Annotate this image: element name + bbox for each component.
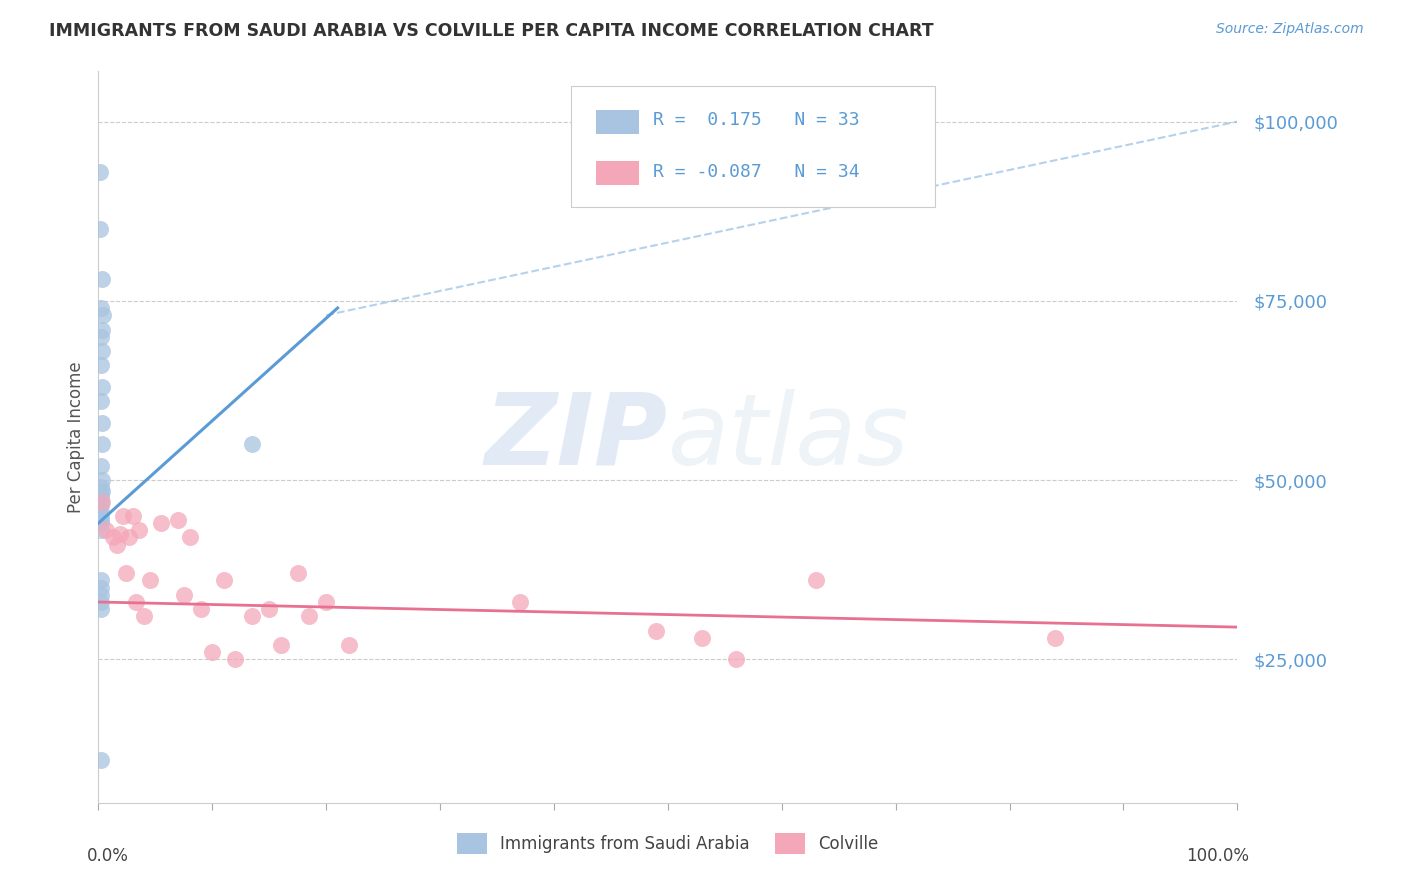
Point	[179, 531, 201, 545]
Point	[90, 491, 112, 505]
Point	[804, 574, 827, 588]
Point	[167, 512, 190, 526]
Point	[90, 301, 112, 315]
Text: atlas: atlas	[668, 389, 910, 485]
Point	[240, 609, 263, 624]
Point	[287, 566, 309, 581]
Point	[725, 652, 748, 666]
Point	[89, 165, 111, 179]
Text: Source: ZipAtlas.com: Source: ZipAtlas.com	[1216, 22, 1364, 37]
Point	[90, 483, 112, 498]
Point	[224, 652, 246, 666]
Point	[90, 473, 112, 487]
Point	[90, 272, 112, 286]
Point	[112, 508, 135, 523]
Point	[1043, 631, 1066, 645]
Point	[90, 380, 112, 394]
Point	[90, 359, 112, 373]
Point	[108, 527, 131, 541]
Point	[90, 487, 112, 501]
Text: R =  0.175   N = 33: R = 0.175 N = 33	[652, 111, 859, 128]
Point	[91, 308, 114, 322]
Point	[121, 508, 143, 523]
Point	[118, 531, 141, 545]
Point	[150, 516, 173, 530]
Point	[315, 595, 337, 609]
Point	[125, 595, 148, 609]
Text: IMMIGRANTS FROM SAUDI ARABIA VS COLVILLE PER CAPITA INCOME CORRELATION CHART: IMMIGRANTS FROM SAUDI ARABIA VS COLVILLE…	[49, 22, 934, 40]
FancyBboxPatch shape	[571, 86, 935, 207]
Point	[509, 595, 531, 609]
Point	[138, 574, 160, 588]
Point	[132, 609, 155, 624]
Point	[90, 437, 112, 451]
Point	[90, 480, 112, 494]
Point	[90, 508, 112, 523]
Text: 0.0%: 0.0%	[87, 847, 129, 864]
Point	[90, 322, 112, 336]
Point	[90, 329, 112, 343]
Point	[114, 566, 136, 581]
Point	[90, 344, 112, 359]
Point	[90, 416, 112, 430]
Point	[90, 394, 112, 409]
FancyBboxPatch shape	[596, 161, 640, 185]
Point	[90, 458, 112, 473]
Point	[90, 753, 112, 767]
Legend: Immigrants from Saudi Arabia, Colville: Immigrants from Saudi Arabia, Colville	[450, 827, 886, 860]
Point	[337, 638, 360, 652]
Point	[645, 624, 668, 638]
Point	[173, 588, 195, 602]
Point	[90, 574, 112, 588]
Point	[90, 588, 112, 602]
Point	[690, 631, 713, 645]
Point	[259, 602, 281, 616]
Point	[201, 645, 224, 659]
Point	[103, 531, 125, 545]
Point	[240, 437, 263, 451]
Point	[89, 222, 111, 236]
Point	[90, 512, 112, 526]
Point	[90, 498, 112, 512]
Point	[128, 524, 150, 538]
Text: 100.0%: 100.0%	[1185, 847, 1249, 864]
Point	[270, 638, 292, 652]
Point	[90, 524, 112, 538]
Point	[90, 516, 112, 530]
Point	[90, 505, 112, 519]
Point	[190, 602, 212, 616]
Text: ZIP: ZIP	[485, 389, 668, 485]
Text: R = -0.087   N = 34: R = -0.087 N = 34	[652, 162, 859, 180]
Point	[90, 494, 112, 508]
Point	[298, 609, 321, 624]
Point	[90, 595, 112, 609]
Point	[212, 574, 235, 588]
Point	[90, 494, 112, 508]
Point	[90, 581, 112, 595]
Point	[90, 602, 112, 616]
Y-axis label: Per Capita Income: Per Capita Income	[66, 361, 84, 513]
FancyBboxPatch shape	[596, 110, 640, 134]
Point	[105, 538, 128, 552]
Point	[96, 524, 118, 538]
